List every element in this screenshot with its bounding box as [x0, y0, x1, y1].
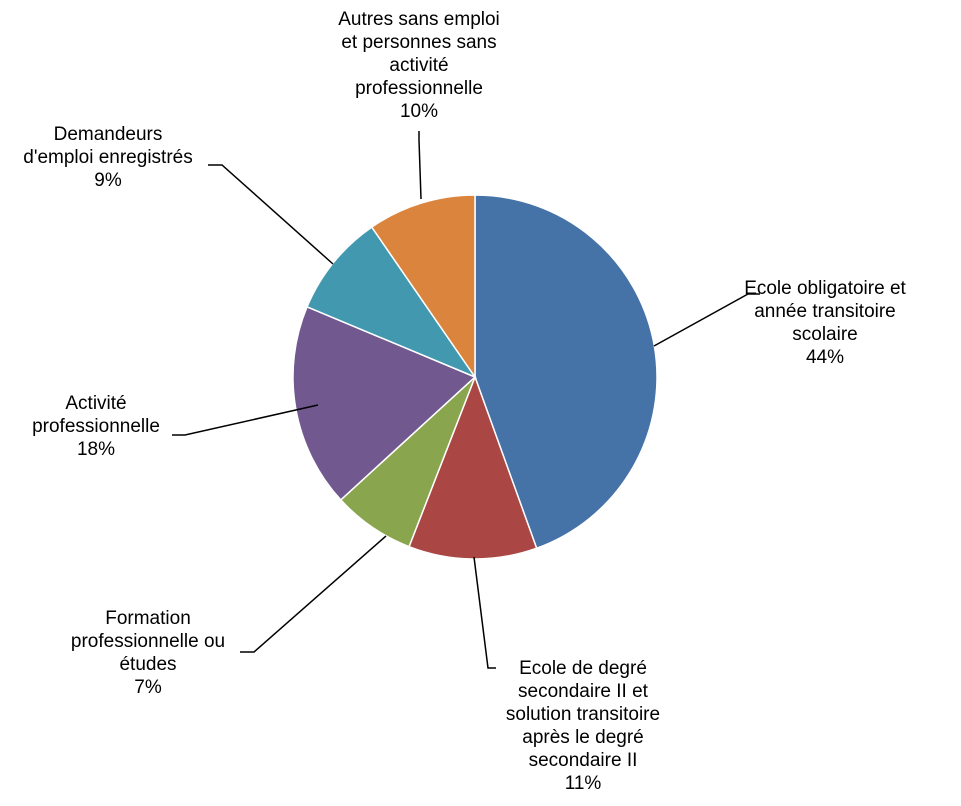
leader-line-4	[172, 404, 319, 436]
pie-slices	[292, 194, 658, 560]
slice-label-line: professionnelle	[355, 78, 483, 99]
slice-label-line: scolaire	[792, 324, 857, 345]
slice-label-4: Activité professionnelle 18%	[32, 393, 160, 460]
slice-label-line: Formation	[105, 608, 191, 629]
leader-line-3	[240, 535, 387, 653]
slice-label-line: études	[119, 654, 176, 675]
pie-slice-2	[408, 374, 538, 560]
slice-label-line: secondaire II et	[518, 681, 649, 702]
leader-line-5	[208, 164, 334, 265]
slice-percent-label: 18%	[77, 439, 115, 460]
slice-label-line: activité	[389, 55, 448, 76]
slice-label-line: après le degré	[522, 727, 643, 748]
slice-label-line: Ecole obligatoire et	[744, 278, 906, 299]
pie-slice-6	[370, 194, 476, 380]
slice-label-line: secondaire II	[529, 750, 638, 771]
leader-lines	[172, 131, 760, 669]
slice-label-line: d'emploi enregistrés	[23, 147, 192, 168]
slice-label-line: Demandeurs	[54, 124, 163, 145]
leader-line-1	[653, 293, 760, 347]
leader-line-2	[473, 556, 496, 669]
slice-labels: Ecole obligatoire et année transitoire sco…	[23, 9, 906, 794]
slice-label-line: année transitoire	[754, 301, 896, 322]
pie-slice-4	[292, 305, 477, 501]
pie-slice-5	[306, 226, 478, 379]
slice-percent-label: 11%	[565, 773, 602, 794]
slice-label-5: Demandeurs d'emploi enregistrés 9%	[23, 124, 192, 191]
slice-percent-label: 7%	[134, 677, 162, 698]
slice-label-line: Activité	[65, 393, 126, 414]
slice-percent-label: 44%	[806, 347, 844, 368]
slice-label-line: solution transitoire	[506, 704, 660, 725]
leader-line-6	[418, 131, 422, 200]
slice-label-2: Ecole de degré secondaire II et solution t…	[506, 658, 660, 794]
slice-label-line: Ecole de degré	[519, 658, 647, 679]
slice-percent-label: 10%	[400, 101, 438, 122]
slice-label-line: professionnelle	[32, 416, 160, 437]
slice-label-line: Autres sans emploi	[338, 9, 500, 30]
slice-percent-label: 9%	[94, 170, 122, 191]
slice-label-line: et personnes sans	[341, 32, 496, 53]
slice-label-line: professionnelle ou	[71, 631, 225, 652]
slice-label-3: Formation professionnelle ou études 7%	[71, 608, 225, 698]
slice-label-1: Ecole obligatoire et année transitoire sco…	[744, 278, 906, 368]
slice-label-6: Autres sans emploi et personnes sans activ…	[338, 9, 500, 122]
